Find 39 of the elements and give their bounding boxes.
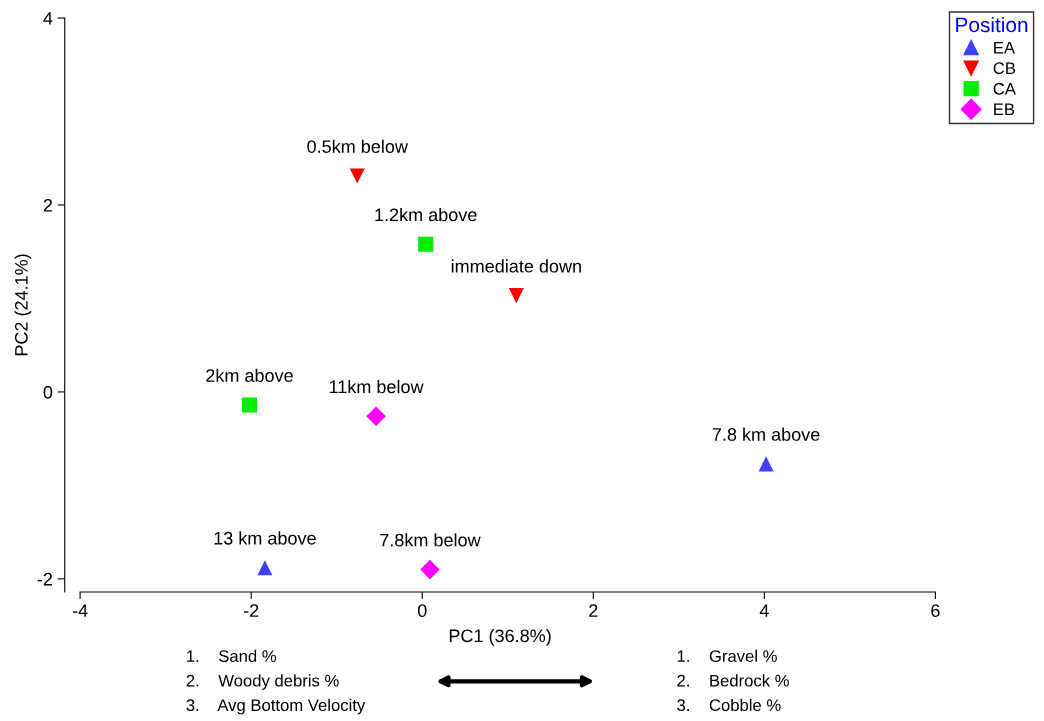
legend-label: CB [993,62,1016,75]
annotation: immediate down [451,259,581,273]
x-axis-title: PC1 (36.8%) [449,628,551,646]
text: 1. Sand % [187,649,277,663]
annotation: 1.2km above [375,207,477,222]
annotation: 7.8km below [380,533,481,547]
text: 2. Bedrock % [677,674,789,687]
annotation: 13 km above [214,531,316,545]
point [508,288,524,304]
text: 3. Avg Bottom Velocity [186,698,366,715]
text: 1. Gravel % [677,649,777,663]
x-tick-label: -2 [243,604,259,617]
point [420,559,440,580]
point [349,168,365,184]
point [257,560,273,576]
x-tick-label: 2 [589,604,598,617]
point [241,397,257,413]
x-tick-label: 4 [759,604,769,617]
annotation: 0.5km below [307,139,408,153]
x-tick-label: -4 [72,604,88,617]
point [366,406,386,426]
legend-label: EA [994,41,1015,54]
legend-label: CA [993,82,1016,95]
y-tick-label: -2 [37,572,53,586]
x-tick-label: 6 [931,604,940,618]
annotation: 11km below [329,379,424,394]
text: 3. Cobble % [677,698,781,712]
point [758,456,774,472]
y-axis-title: PC2 (24.1%) [14,254,32,356]
text: 2. Woody debris % [186,674,339,690]
legend-title: Position [956,16,1028,33]
y-tick-label: 0 [43,385,53,399]
point [418,236,434,252]
y-tick-label: 4 [43,12,53,25]
x-tick-label: 0 [417,604,427,618]
legend-label: EB [994,103,1015,116]
annotation: 7.8 km above [712,427,820,441]
y-tick-label: 2 [43,198,53,212]
annotation: 2km above [206,368,293,382]
